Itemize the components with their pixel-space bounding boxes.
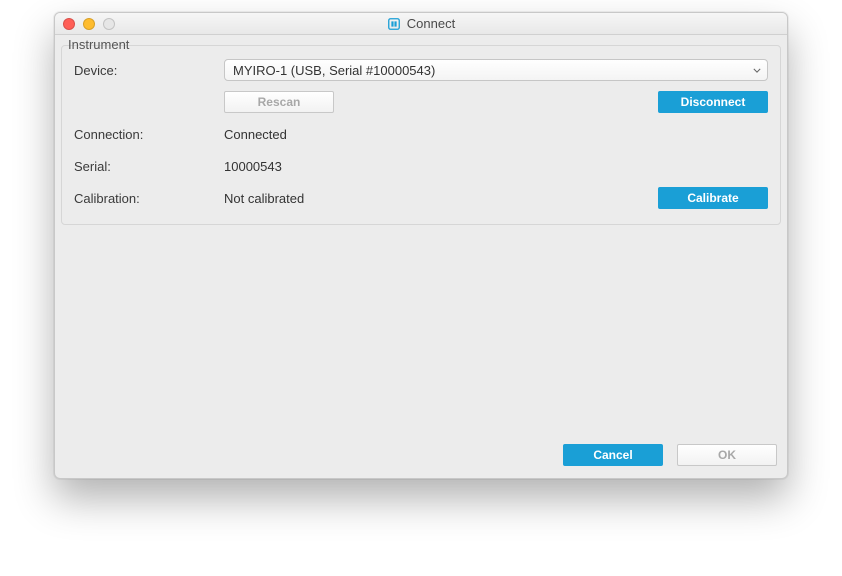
cancel-button[interactable]: Cancel (563, 444, 663, 466)
rescan-button[interactable]: Rescan (224, 91, 334, 113)
chevron-down-icon (753, 63, 761, 78)
window-controls (63, 18, 115, 30)
minimize-window-button[interactable] (83, 18, 95, 30)
ok-button[interactable]: OK (677, 444, 777, 466)
connection-row: Connection: Connected (74, 122, 768, 146)
connection-value: Connected (224, 127, 287, 142)
app-icon (387, 17, 401, 31)
calibration-value: Not calibrated (224, 191, 304, 206)
serial-label: Serial: (74, 159, 224, 174)
calibration-row: Calibration: Not calibrated Calibrate (74, 186, 768, 210)
serial-value: 10000543 (224, 159, 282, 174)
device-label: Device: (74, 63, 224, 78)
instrument-group: Instrument Device: MYIRO-1 (USB, Serial … (61, 45, 781, 225)
zoom-window-button[interactable] (103, 18, 115, 30)
close-window-button[interactable] (63, 18, 75, 30)
disconnect-button-label: Disconnect (681, 95, 746, 109)
device-row: Device: MYIRO-1 (USB, Serial #10000543) (74, 58, 768, 82)
window-title-wrap: Connect (387, 16, 455, 31)
group-title: Instrument (66, 37, 131, 52)
calibrate-button[interactable]: Calibrate (658, 187, 768, 209)
calibration-label: Calibration: (74, 191, 224, 206)
content-area: Instrument Device: MYIRO-1 (USB, Serial … (55, 35, 787, 478)
rescan-button-label: Rescan (258, 95, 301, 109)
rescan-row: Rescan Disconnect (74, 90, 768, 114)
disconnect-button[interactable]: Disconnect (658, 91, 768, 113)
calibrate-button-label: Calibrate (687, 191, 738, 205)
device-dropdown-value: MYIRO-1 (USB, Serial #10000543) (233, 63, 435, 78)
device-dropdown[interactable]: MYIRO-1 (USB, Serial #10000543) (224, 59, 768, 81)
titlebar: Connect (55, 13, 787, 35)
connect-dialog-window: Connect Instrument Device: MYIRO-1 (USB,… (54, 12, 788, 479)
cancel-button-label: Cancel (593, 448, 632, 462)
dialog-footer: Cancel OK (563, 444, 777, 466)
window-title: Connect (407, 16, 455, 31)
serial-row: Serial: 10000543 (74, 154, 768, 178)
connection-label: Connection: (74, 127, 224, 142)
ok-button-label: OK (718, 448, 736, 462)
